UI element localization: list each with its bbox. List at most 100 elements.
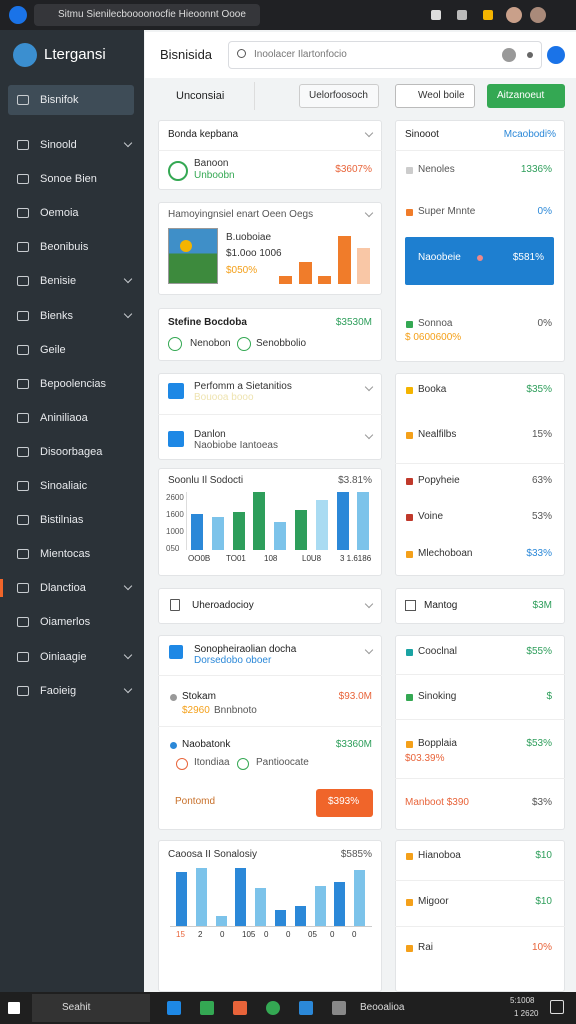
nav-item[interactable]: Benisie [40, 275, 77, 288]
row-label: Nenoles [418, 164, 455, 175]
button-label: Weol boile [418, 90, 465, 101]
doc-icon [170, 599, 180, 611]
row-value: $35% [526, 384, 552, 395]
bar [318, 276, 331, 284]
icon [332, 1001, 346, 1015]
nav-item[interactable]: Sonoe Bien [40, 173, 97, 186]
nav-icon [17, 481, 29, 491]
nav-item[interactable]: Bepoolencias [40, 377, 107, 390]
icon [405, 386, 413, 394]
nav-icon [17, 412, 29, 423]
nav-item[interactable]: Oemoia [40, 207, 79, 220]
bar [315, 500, 328, 550]
nav-item[interactable]: Aniniliaoa [40, 411, 88, 424]
icon [405, 852, 413, 860]
bar [253, 492, 266, 550]
row-value: 53% [531, 511, 552, 522]
primary-label: Aitzanoeut [497, 90, 545, 101]
card [158, 373, 382, 460]
y-label: 1000 [166, 527, 184, 536]
bar [275, 910, 286, 926]
tag-icon [168, 337, 182, 351]
notifications[interactable] [550, 1000, 564, 1014]
search-box[interactable] [228, 41, 542, 69]
row-value: 1336% [520, 164, 552, 175]
bar [314, 886, 326, 926]
bar [298, 262, 312, 284]
x-label: 05 [308, 930, 317, 939]
nav-item[interactable]: Bistilnias [40, 514, 84, 527]
row-label: Booka [418, 384, 447, 395]
button[interactable] [395, 84, 475, 108]
card [158, 120, 382, 190]
nav-icon [17, 95, 29, 105]
icon [405, 550, 413, 558]
nav-icon [17, 174, 29, 185]
nav-item[interactable]: Faoieig [40, 684, 77, 697]
nav-icon [17, 549, 29, 560]
divider [158, 726, 382, 727]
item-name: Naobatonk [182, 739, 231, 750]
nav-item[interactable]: Oiamerlos [40, 616, 91, 629]
row-value: 15% [531, 429, 552, 440]
x-label: OO0B [188, 554, 211, 563]
nav-item[interactable]: Sinoaliaic [40, 480, 88, 492]
nav-icon [17, 242, 29, 253]
icon [169, 741, 177, 749]
x-label: 0 [220, 930, 225, 939]
x-label: 2 [198, 930, 203, 939]
taskbar-search[interactable] [32, 994, 150, 1022]
bar [255, 888, 267, 926]
icon [483, 10, 493, 20]
item-value: $3360M [335, 739, 372, 750]
nav-item[interactable]: Disoorbagea [40, 445, 103, 458]
tag-icon [176, 758, 188, 770]
item-name: Stokam [182, 691, 216, 702]
divider [395, 880, 565, 881]
bar [191, 514, 203, 550]
x-label: 15 [176, 930, 185, 939]
icon [168, 431, 184, 447]
divider [158, 150, 382, 151]
toolbar-label: Unconsiai [176, 90, 225, 102]
card [158, 588, 382, 624]
footer-label: Pontomd [175, 796, 216, 807]
nav-item[interactable]: Bisnifok [40, 94, 79, 106]
row-value: $3% [531, 797, 552, 808]
dropdown[interactable] [299, 84, 379, 108]
nav-icon [17, 515, 29, 526]
nav-icon [17, 685, 29, 696]
action-label: $393% [328, 796, 360, 807]
icon [405, 166, 413, 174]
action-button[interactable] [316, 789, 373, 817]
row-label: Voine [418, 511, 444, 522]
icon [169, 693, 177, 701]
card [395, 373, 565, 576]
icon [168, 383, 184, 399]
nav-item[interactable]: Beonibuis [40, 241, 89, 254]
panel-title: Sinooot [405, 129, 439, 140]
row-label: Hianoboa [418, 850, 461, 861]
nav-icon [17, 651, 29, 662]
nav-item[interactable]: Bienks [40, 309, 74, 322]
row-label: Bopplaia [418, 738, 457, 749]
chart-text: B.uoboiae [226, 232, 272, 243]
nav-item[interactable]: Dlanctioa [40, 582, 86, 595]
banner [405, 237, 554, 285]
bar [295, 510, 307, 550]
primary-button[interactable] [487, 84, 565, 108]
search-icon [237, 49, 246, 58]
bar [357, 248, 370, 284]
bar [274, 522, 287, 550]
card-title: Soonlu Il Sodocti [168, 475, 244, 486]
nav-item[interactable]: Oiniaagie [40, 650, 87, 663]
nav-icon [17, 446, 29, 457]
nav-item[interactable]: Geile [40, 343, 66, 356]
x-label: 0 [286, 930, 291, 939]
address-bar[interactable] [34, 4, 260, 26]
nav-icon [17, 140, 29, 150]
bar [336, 492, 349, 550]
icon [405, 693, 413, 701]
nav-item[interactable]: Sinoold [40, 139, 77, 151]
nav-item[interactable]: Mientocas [40, 548, 91, 561]
